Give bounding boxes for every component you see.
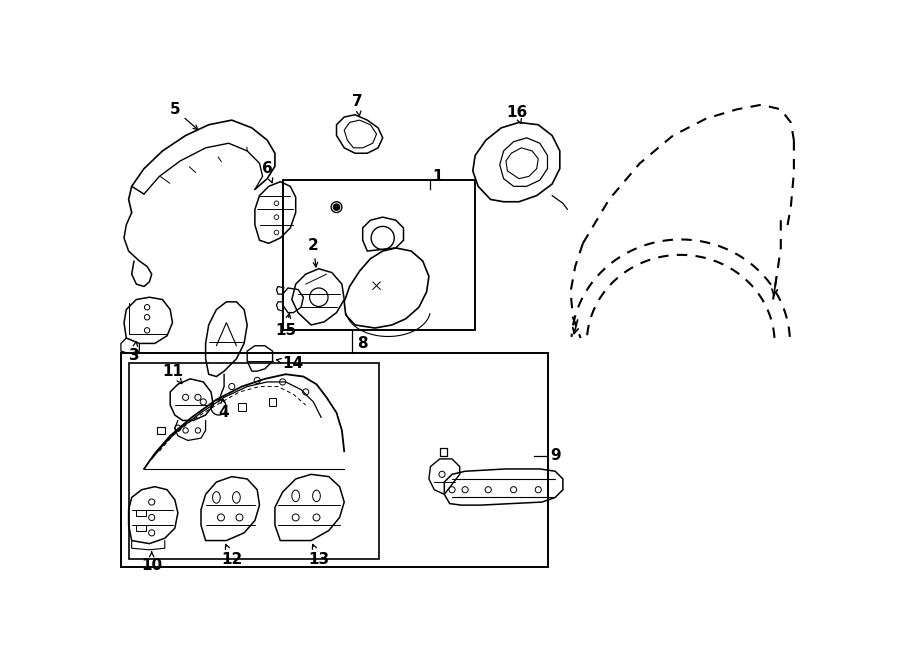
Text: 1: 1 [432, 169, 443, 184]
Text: 8: 8 [357, 336, 368, 351]
Text: 10: 10 [141, 552, 162, 572]
Bar [238, 403, 246, 411]
Bar [440, 448, 447, 456]
Text: 12: 12 [221, 545, 242, 566]
Text: 2: 2 [308, 238, 319, 267]
Bar [283, 180, 475, 330]
Text: 5: 5 [169, 102, 198, 130]
Text: 4: 4 [219, 399, 230, 420]
Text: 9: 9 [550, 448, 561, 463]
Text: 13: 13 [308, 545, 329, 566]
Text: 14: 14 [276, 356, 303, 371]
Text: 11: 11 [162, 364, 183, 384]
Text: 7: 7 [352, 94, 363, 116]
Text: 15: 15 [275, 313, 296, 338]
Text: 16: 16 [506, 105, 527, 124]
Bar [136, 510, 146, 516]
Text: 6: 6 [262, 161, 273, 182]
Bar [129, 363, 379, 559]
Bar [136, 525, 146, 531]
Bar [121, 353, 548, 566]
Text: 3: 3 [129, 342, 140, 364]
Bar [158, 426, 165, 434]
Circle shape [333, 204, 339, 210]
Bar [269, 398, 276, 406]
